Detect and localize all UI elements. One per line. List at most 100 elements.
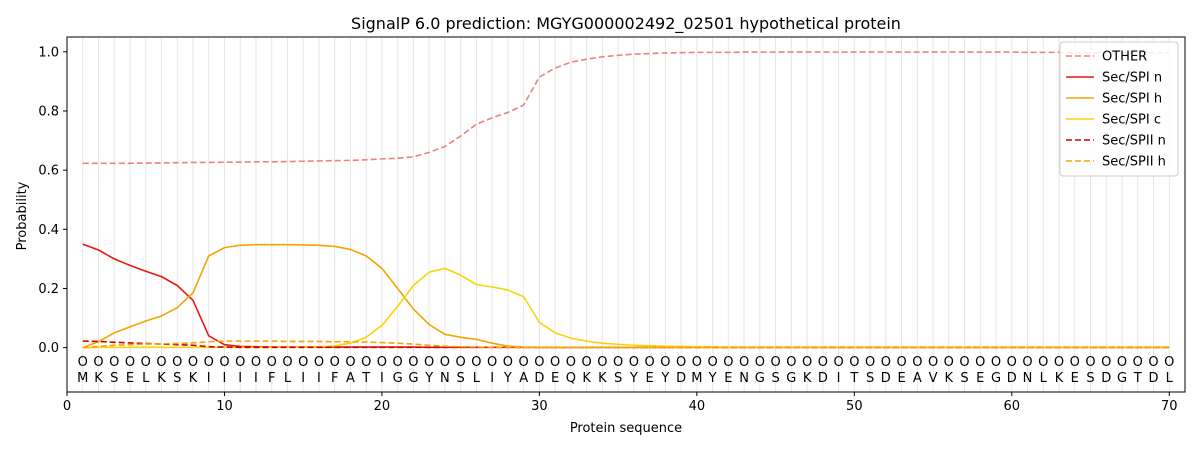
residue-label-33: K: [582, 371, 591, 386]
marker-43: O: [739, 355, 749, 370]
residue-label-14: L: [284, 371, 292, 386]
marker-60: O: [1007, 355, 1017, 370]
residue-label-68: T: [1133, 371, 1142, 386]
marker-45: O: [770, 355, 780, 370]
residue-label-2: K: [94, 371, 103, 386]
y-tick-label-0.2: 0.2: [38, 282, 59, 297]
residue-label-9: I: [207, 371, 211, 386]
marker-68: O: [1133, 355, 1143, 370]
marker-26: O: [471, 355, 481, 370]
x-axis: 0 10 20 30 40 50 60 70: [63, 392, 1178, 414]
marker-22: O: [408, 355, 418, 370]
marker-44: O: [755, 355, 765, 370]
residue-label-50: T: [849, 371, 858, 386]
marker-41: O: [707, 355, 717, 370]
residue-label-48: D: [818, 371, 828, 386]
marker-35: O: [613, 355, 623, 370]
marker-53: O: [896, 355, 906, 370]
marker-11: O: [235, 355, 245, 370]
residue-label-27: I: [490, 371, 494, 386]
y-tick-label-0: 0.0: [38, 341, 59, 356]
y-tick-label-0.6: 0.6: [38, 164, 59, 179]
marker-5: O: [141, 355, 151, 370]
marker-33: O: [582, 355, 592, 370]
marker-24: O: [440, 355, 450, 370]
marker-14: O: [282, 355, 292, 370]
residue-label-63: K: [1055, 371, 1064, 386]
y-axis-label: Probability: [15, 181, 30, 250]
marker-39: O: [676, 355, 686, 370]
marker-27: O: [487, 355, 497, 370]
marker-2: O: [93, 355, 103, 370]
residue-label-11: I: [238, 371, 242, 386]
residue-label-30: D: [534, 371, 544, 386]
marker-58: O: [975, 355, 985, 370]
marker-4: O: [125, 355, 135, 370]
residue-label-6: K: [157, 371, 166, 386]
y-tick-label-0.8: 0.8: [38, 104, 59, 119]
residue-label-34: K: [598, 371, 607, 386]
plot-frame: [66, 36, 1186, 393]
residue-label-21: G: [393, 371, 403, 386]
residue-label-3: S: [110, 371, 118, 386]
marker-70: O: [1164, 355, 1174, 370]
marker-12: O: [251, 355, 261, 370]
legend-label-5: Sec/SPII h: [1102, 155, 1166, 170]
legend-box: [1059, 41, 1179, 177]
sequence-markers: OMOKOSOEOLOKOSOKOIOIOIOIOFOLOIOIOFOAOTOI…: [77, 355, 1174, 386]
residue-label-31: E: [551, 371, 559, 386]
marker-29: O: [519, 355, 529, 370]
x-tick-label-10: 10: [216, 399, 233, 414]
marker-64: O: [1070, 355, 1080, 370]
marker-61: O: [1022, 355, 1032, 370]
residue-label-46: G: [786, 371, 796, 386]
marker-21: O: [393, 355, 403, 370]
residue-label-56: K: [945, 371, 954, 386]
residue-label-1: M: [77, 371, 88, 386]
marker-47: O: [802, 355, 812, 370]
residue-label-49: I: [837, 371, 841, 386]
marker-40: O: [692, 355, 702, 370]
residue-label-17: F: [331, 371, 338, 386]
y-tick-label-0.4: 0.4: [38, 223, 59, 238]
series-layer: [82, 51, 1170, 349]
marker-48: O: [818, 355, 828, 370]
marker-37: O: [645, 355, 655, 370]
residue-label-20: I: [380, 371, 384, 386]
residue-label-18: A: [346, 371, 355, 386]
residue-label-26: L: [473, 371, 481, 386]
marker-49: O: [833, 355, 843, 370]
marker-30: O: [534, 355, 544, 370]
residue-label-45: S: [771, 371, 779, 386]
x-tick-label-20: 20: [374, 399, 391, 414]
marker-38: O: [660, 355, 670, 370]
marker-63: O: [1054, 355, 1064, 370]
legend-label-4: Sec/SPII n: [1102, 134, 1166, 149]
marker-32: O: [566, 355, 576, 370]
residue-label-58: E: [976, 371, 984, 386]
y-tick-label-1: 1.0: [38, 45, 59, 60]
x-tick-label-60: 60: [1004, 399, 1021, 414]
x-tick-label-30: 30: [531, 399, 548, 414]
marker-69: O: [1148, 355, 1158, 370]
legend: OTHER Sec/SPI n Sec/SPI h Sec/SPI c Sec/SPII…: [1059, 41, 1179, 177]
residue-label-38: Y: [660, 371, 669, 386]
residue-label-22: G: [408, 371, 418, 386]
residue-label-36: Y: [629, 371, 638, 386]
marker-31: O: [550, 355, 560, 370]
y-axis: 0.0 0.2 0.4 0.6 0.8 1.0: [38, 45, 67, 356]
residue-label-35: S: [614, 371, 622, 386]
residue-label-69: D: [1148, 371, 1158, 386]
residue-label-47: K: [803, 371, 812, 386]
marker-15: O: [298, 355, 308, 370]
marker-52: O: [881, 355, 891, 370]
residue-label-52: D: [881, 371, 891, 386]
residue-label-53: E: [897, 371, 905, 386]
marker-3: O: [109, 355, 119, 370]
residue-label-61: N: [1023, 371, 1033, 386]
marker-54: O: [912, 355, 922, 370]
marker-18: O: [345, 355, 355, 370]
x-tick-label-70: 70: [1161, 399, 1178, 414]
marker-57: O: [959, 355, 969, 370]
